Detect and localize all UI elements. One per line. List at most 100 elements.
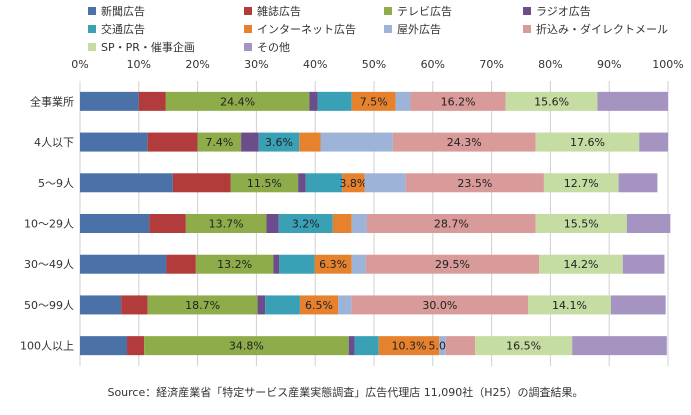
x-tick-label: 60%: [421, 58, 445, 71]
bar-segment: [351, 91, 396, 111]
x-tick-label: 80%: [538, 58, 562, 71]
bar-segment: [138, 91, 166, 111]
legend-swatch: [244, 43, 252, 51]
legend-label: 折込み・ダイレクトメール: [536, 23, 668, 36]
legend-item: 新聞広告: [88, 3, 145, 19]
data-label: 16.2%: [441, 95, 476, 108]
category-label: 50～99人: [24, 299, 74, 312]
bar-segment: [299, 295, 339, 315]
bar-segment: [342, 173, 365, 193]
category-label: 30～49人: [24, 258, 74, 271]
legend-item: ラジオ広告: [523, 3, 591, 19]
bar-segment: [618, 173, 658, 193]
legend-swatch: [384, 25, 392, 33]
legend-item: 屋外広告: [384, 21, 441, 37]
bar-segment: [80, 132, 148, 152]
legend-swatch: [384, 7, 392, 15]
data-label: 29.5%: [435, 258, 470, 271]
bar-segment: [572, 336, 667, 356]
bar-segment: [195, 254, 274, 274]
x-tick-label: 90%: [597, 58, 621, 71]
bar-segment: [258, 132, 300, 152]
bar-segment: [172, 173, 231, 193]
legend-label: 雑誌広告: [257, 5, 301, 18]
bar-segment: [320, 132, 393, 152]
category-label: 4人以下: [34, 136, 74, 149]
bar-segment: [197, 132, 242, 152]
x-tick-label: 70%: [479, 58, 503, 71]
bar-segment: [80, 214, 150, 233]
legend-item: 雑誌広告: [244, 3, 301, 19]
bar-segment: [309, 91, 318, 111]
category-label: 100人以上: [20, 340, 74, 353]
bar-segment: [392, 132, 536, 152]
data-label: 15.5%: [564, 218, 599, 231]
bar-segment: [445, 336, 476, 356]
bar-segment: [351, 214, 367, 233]
chart-legend: 新聞広告 雑誌広告 テレビ広告 ラジオ広告交通広告 インターネット広告 屋外広告 折込み・ダ…: [0, 0, 691, 54]
stacked-bar-chart: 0% 10% 20% 30% 40% 50% 60% 70% 80% 90% 100% 全事業所 24.…: [20, 58, 684, 366]
x-tick-label: 50%: [362, 58, 386, 71]
bar-segment: [166, 254, 196, 274]
bar-segment: [147, 132, 198, 152]
x-tick-label: 40%: [303, 58, 327, 71]
bar-segment: [351, 254, 366, 274]
bar-segment: [354, 336, 379, 356]
data-label: 28.7%: [434, 218, 469, 231]
legend-item: その他: [244, 39, 290, 55]
bar-segment: [351, 295, 529, 315]
bar-segment: [317, 91, 352, 111]
bar-segment: [185, 214, 267, 233]
data-label: 23.5%: [457, 177, 492, 190]
bar-segment: [365, 254, 540, 274]
data-label: 13.2%: [217, 258, 252, 271]
bar-segment: [144, 336, 349, 356]
bar-segment: [230, 173, 299, 193]
bar-segment: [279, 254, 315, 274]
legend-swatch: [88, 25, 96, 33]
bar-segment: [535, 214, 627, 233]
data-label: 34.8%: [229, 340, 264, 353]
bar-segment: [338, 295, 352, 315]
legend-label: インターネット広告: [257, 23, 356, 36]
bar-segment: [535, 132, 640, 152]
x-tick-label: 10%: [127, 58, 151, 71]
bar-segment: [241, 132, 259, 152]
bar-segment: [348, 336, 355, 356]
legend-swatch: [88, 43, 96, 51]
bar-segment: [639, 132, 668, 152]
legend-label: 新聞広告: [101, 5, 145, 18]
legend-label: その他: [257, 41, 290, 54]
data-label: 6.5%: [305, 299, 333, 312]
bar-segment: [626, 214, 671, 233]
bar-segment: [314, 254, 352, 274]
legend-item: インターネット広告: [244, 21, 356, 37]
bar-segment: [278, 214, 333, 233]
legend-swatch: [88, 7, 96, 15]
bar-segment: [378, 336, 440, 356]
x-tick-label: 0%: [71, 58, 88, 71]
bar-segment: [597, 91, 668, 111]
data-label: 16.5%: [506, 340, 541, 353]
legend-item: SP・PR・催事企画: [88, 39, 195, 55]
bar-segment: [147, 295, 258, 315]
legend-label: テレビ広告: [397, 5, 452, 18]
data-label: 30.0%: [422, 299, 457, 312]
x-tick-label: 30%: [244, 58, 268, 71]
data-label: 10.3%: [392, 340, 427, 353]
data-label: 7.5%: [360, 95, 388, 108]
bar-segment: [622, 254, 665, 274]
bar-segment: [80, 91, 139, 111]
data-label: 3.6%: [265, 136, 293, 149]
legend-label: 交通広告: [101, 23, 145, 36]
data-label: 6.3%: [319, 258, 347, 271]
bar-segment: [80, 173, 173, 193]
data-label: 17.6%: [570, 136, 605, 149]
bar-segment: [80, 254, 167, 274]
legend-label: ラジオ広告: [536, 5, 591, 18]
data-label: 14.1%: [552, 299, 587, 312]
data-label: 24.3%: [447, 136, 482, 149]
bar-segment: [299, 132, 321, 152]
legend-swatch: [244, 25, 252, 33]
source-note: Source：経済産業省「特定サービス産業実態調査」広告代理店 11,090社（…: [107, 386, 584, 399]
